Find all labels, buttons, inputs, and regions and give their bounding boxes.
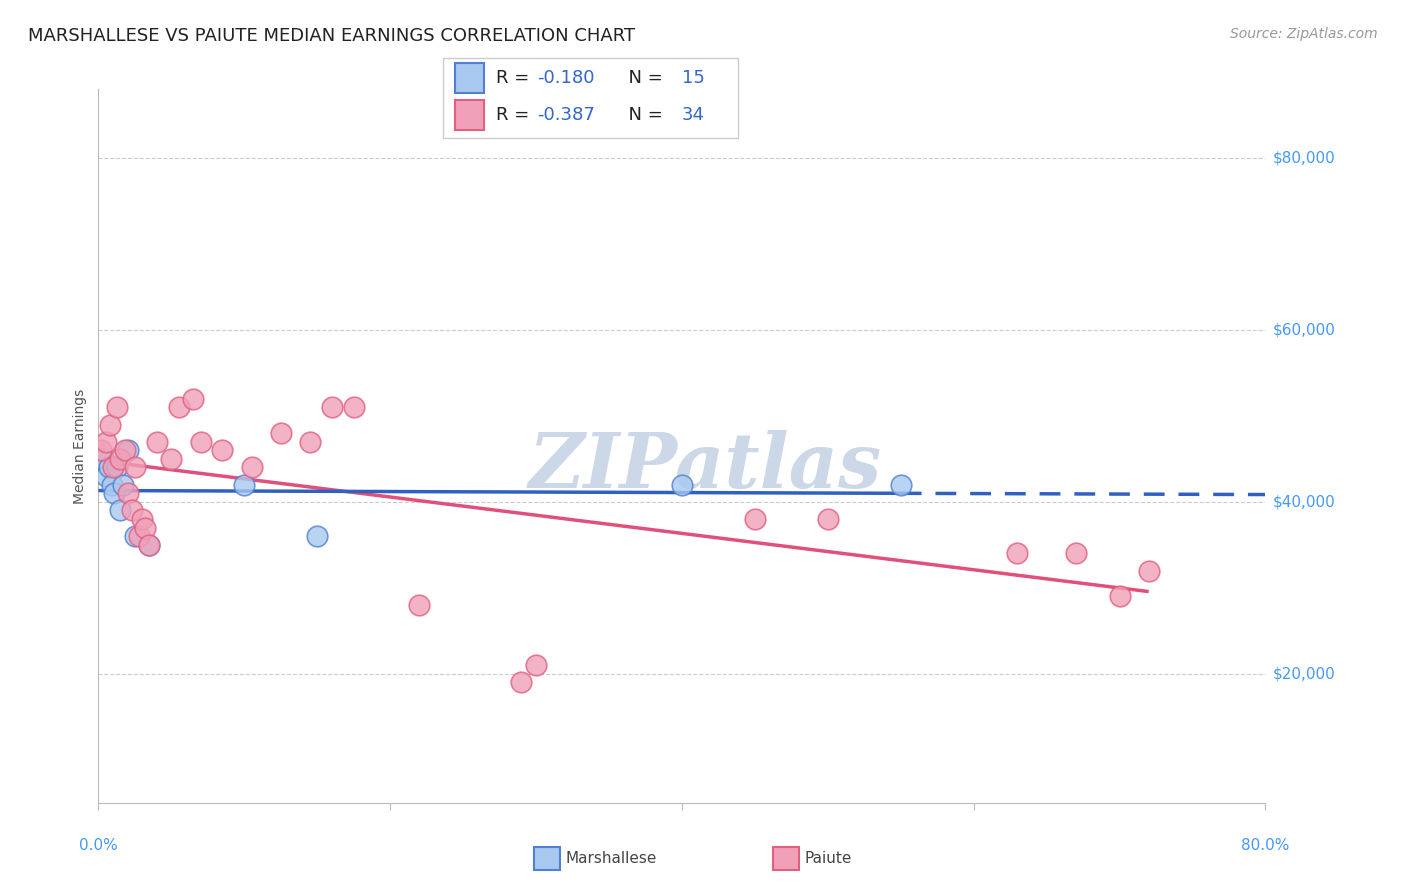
Point bbox=[134, 521, 156, 535]
Text: 15: 15 bbox=[682, 69, 704, 87]
Point bbox=[343, 401, 366, 415]
Point bbox=[167, 401, 190, 415]
Point bbox=[240, 460, 263, 475]
Point bbox=[211, 443, 233, 458]
Bar bbox=[454, 62, 484, 94]
Point bbox=[321, 401, 343, 415]
Text: $60,000: $60,000 bbox=[1272, 322, 1336, 337]
Point bbox=[101, 460, 124, 475]
Point bbox=[298, 434, 321, 449]
Text: 34: 34 bbox=[682, 106, 704, 124]
Point bbox=[131, 512, 153, 526]
Text: N =: N = bbox=[617, 106, 669, 124]
Text: R =: R = bbox=[496, 106, 536, 124]
Point bbox=[408, 598, 430, 612]
Point bbox=[94, 434, 117, 449]
Point bbox=[138, 538, 160, 552]
Point bbox=[128, 529, 150, 543]
Point bbox=[307, 529, 329, 543]
Point bbox=[103, 486, 125, 500]
Point bbox=[124, 529, 146, 543]
Point bbox=[138, 538, 160, 552]
Text: $40,000: $40,000 bbox=[1272, 494, 1336, 509]
Point bbox=[181, 392, 204, 406]
Text: R =: R = bbox=[496, 69, 536, 87]
Point bbox=[117, 486, 139, 500]
Point bbox=[124, 460, 146, 475]
Text: Source: ZipAtlas.com: Source: ZipAtlas.com bbox=[1230, 27, 1378, 41]
Point bbox=[671, 477, 693, 491]
Point bbox=[110, 451, 132, 466]
Bar bbox=[454, 100, 484, 130]
Point bbox=[105, 460, 128, 475]
Point bbox=[100, 477, 122, 491]
Text: -0.387: -0.387 bbox=[537, 106, 595, 124]
Text: 80.0%: 80.0% bbox=[1241, 838, 1289, 854]
Point bbox=[1064, 546, 1087, 560]
Point bbox=[1108, 590, 1130, 604]
Text: Paiute: Paiute bbox=[804, 852, 852, 866]
Point bbox=[744, 512, 766, 526]
Point bbox=[510, 675, 533, 690]
Point bbox=[160, 451, 183, 466]
Text: $20,000: $20,000 bbox=[1272, 666, 1336, 681]
Point bbox=[105, 401, 128, 415]
Y-axis label: Median Earnings: Median Earnings bbox=[73, 388, 87, 504]
Text: MARSHALLESE VS PAIUTE MEDIAN EARNINGS CORRELATION CHART: MARSHALLESE VS PAIUTE MEDIAN EARNINGS CO… bbox=[28, 27, 636, 45]
Point bbox=[98, 417, 121, 432]
Point bbox=[97, 460, 120, 475]
Point bbox=[233, 477, 256, 491]
Point bbox=[114, 443, 136, 458]
Text: N =: N = bbox=[617, 69, 669, 87]
Text: Marshallese: Marshallese bbox=[565, 852, 657, 866]
Text: -0.180: -0.180 bbox=[537, 69, 595, 87]
Point bbox=[94, 469, 117, 483]
Point bbox=[90, 443, 112, 458]
Point bbox=[270, 426, 292, 441]
Point bbox=[1137, 564, 1160, 578]
Point bbox=[1007, 546, 1029, 560]
Point bbox=[91, 451, 114, 466]
Point bbox=[112, 477, 135, 491]
Point bbox=[890, 477, 912, 491]
Point bbox=[117, 443, 139, 458]
Point bbox=[110, 503, 132, 517]
Point bbox=[524, 658, 547, 673]
Text: $80,000: $80,000 bbox=[1272, 151, 1336, 166]
Text: 0.0%: 0.0% bbox=[79, 838, 118, 854]
Point bbox=[146, 434, 169, 449]
Point bbox=[190, 434, 212, 449]
Text: ZIPatlas: ZIPatlas bbox=[529, 431, 882, 504]
Point bbox=[121, 503, 143, 517]
Point bbox=[817, 512, 839, 526]
